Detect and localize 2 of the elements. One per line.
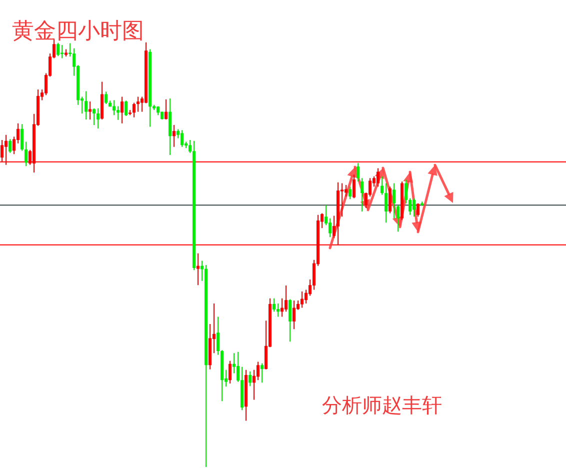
annotation: 分析师赵丰轩 — [322, 393, 442, 417]
title: 黄金四小时图 — [12, 19, 144, 44]
